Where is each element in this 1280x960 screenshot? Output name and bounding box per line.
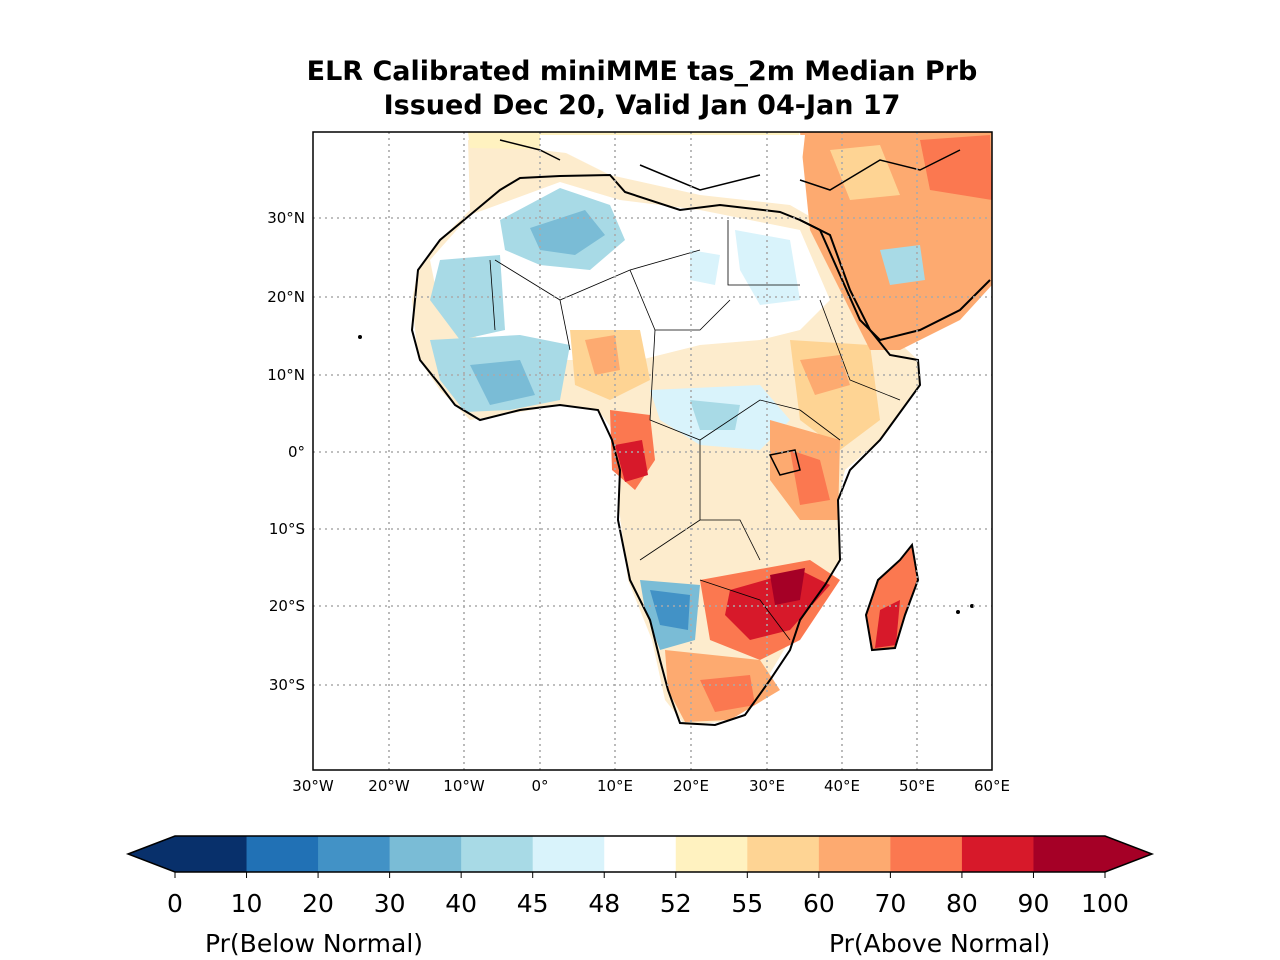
colorbar-segment bbox=[747, 836, 820, 872]
colorbar-tick-label: 52 bbox=[659, 889, 692, 918]
graticule bbox=[313, 132, 992, 770]
map-title-line1: ELR Calibrated miniMME tas_2m Median Prb bbox=[306, 56, 978, 87]
colorbar-segment bbox=[532, 836, 605, 872]
colorbar-segment bbox=[461, 836, 534, 872]
latitude-label: 20°N bbox=[267, 288, 305, 306]
longitude-label: 30°W bbox=[292, 777, 334, 795]
colorbar-tick-label: 0 bbox=[167, 889, 183, 918]
colorbar-tick-label: 60 bbox=[802, 889, 835, 918]
colorbar-segment bbox=[318, 836, 391, 872]
longitude-label: 20°W bbox=[368, 777, 410, 795]
longitude-label: 60°E bbox=[973, 777, 1011, 795]
colorbar-segment bbox=[1033, 836, 1106, 872]
coastlines bbox=[358, 139, 991, 727]
longitude-label: 10°W bbox=[443, 777, 485, 795]
latitude-label: 10°S bbox=[268, 520, 305, 538]
country-borders bbox=[489, 220, 901, 641]
latitude-label: 10°N bbox=[267, 366, 305, 384]
colorbar-tick-label: 90 bbox=[1017, 889, 1050, 918]
latitude-label: 30°N bbox=[267, 209, 305, 227]
colorbar-segment bbox=[246, 836, 319, 872]
colorbar-tick-label: 55 bbox=[731, 889, 764, 918]
map-frame bbox=[312, 131, 993, 771]
colorbar-extend-high bbox=[1105, 836, 1152, 872]
longitude-label: 20°E bbox=[672, 777, 710, 795]
colorbar-extend-low bbox=[128, 836, 175, 872]
colorbar-tick-label: 100 bbox=[1081, 889, 1129, 918]
colorbar bbox=[125, 835, 1155, 878]
colorbar-segment bbox=[818, 836, 891, 872]
colorbar-tick-label: 48 bbox=[588, 889, 621, 918]
probability-field bbox=[412, 132, 992, 725]
colorbar-tick-label: 80 bbox=[946, 889, 978, 918]
colorbar-segment bbox=[604, 836, 677, 872]
latitude-label: 0° bbox=[287, 443, 305, 461]
colorbar-tick-label: 20 bbox=[302, 889, 334, 918]
longitude-label: 0° bbox=[531, 777, 549, 795]
longitude-label: 50°E bbox=[898, 777, 936, 795]
longitude-label: 30°E bbox=[748, 777, 786, 795]
colorbar-segment bbox=[961, 836, 1034, 872]
colorbar-tick-label: 30 bbox=[373, 889, 406, 918]
latitude-label: 30°S bbox=[268, 676, 305, 694]
above-normal-label: Pr(Above Normal) bbox=[829, 929, 1051, 958]
colorbar-segment bbox=[175, 836, 248, 872]
colorbar-tick-label: 10 bbox=[230, 889, 263, 918]
colorbar-segment bbox=[675, 836, 748, 872]
below-normal-label: Pr(Below Normal) bbox=[205, 929, 424, 958]
colorbar-tick-label: 45 bbox=[516, 889, 549, 918]
colorbar-tick-label: 40 bbox=[445, 889, 478, 918]
longitude-label: 40°E bbox=[823, 777, 861, 795]
longitude-label: 10°E bbox=[596, 777, 634, 795]
map-title-line2: Issued Dec 20, Valid Jan 04-Jan 17 bbox=[383, 90, 901, 121]
colorbar-segment bbox=[389, 836, 462, 872]
latitude-label: 20°S bbox=[268, 597, 305, 615]
colorbar-segment bbox=[890, 836, 963, 872]
colorbar-tick-label: 70 bbox=[874, 889, 907, 918]
